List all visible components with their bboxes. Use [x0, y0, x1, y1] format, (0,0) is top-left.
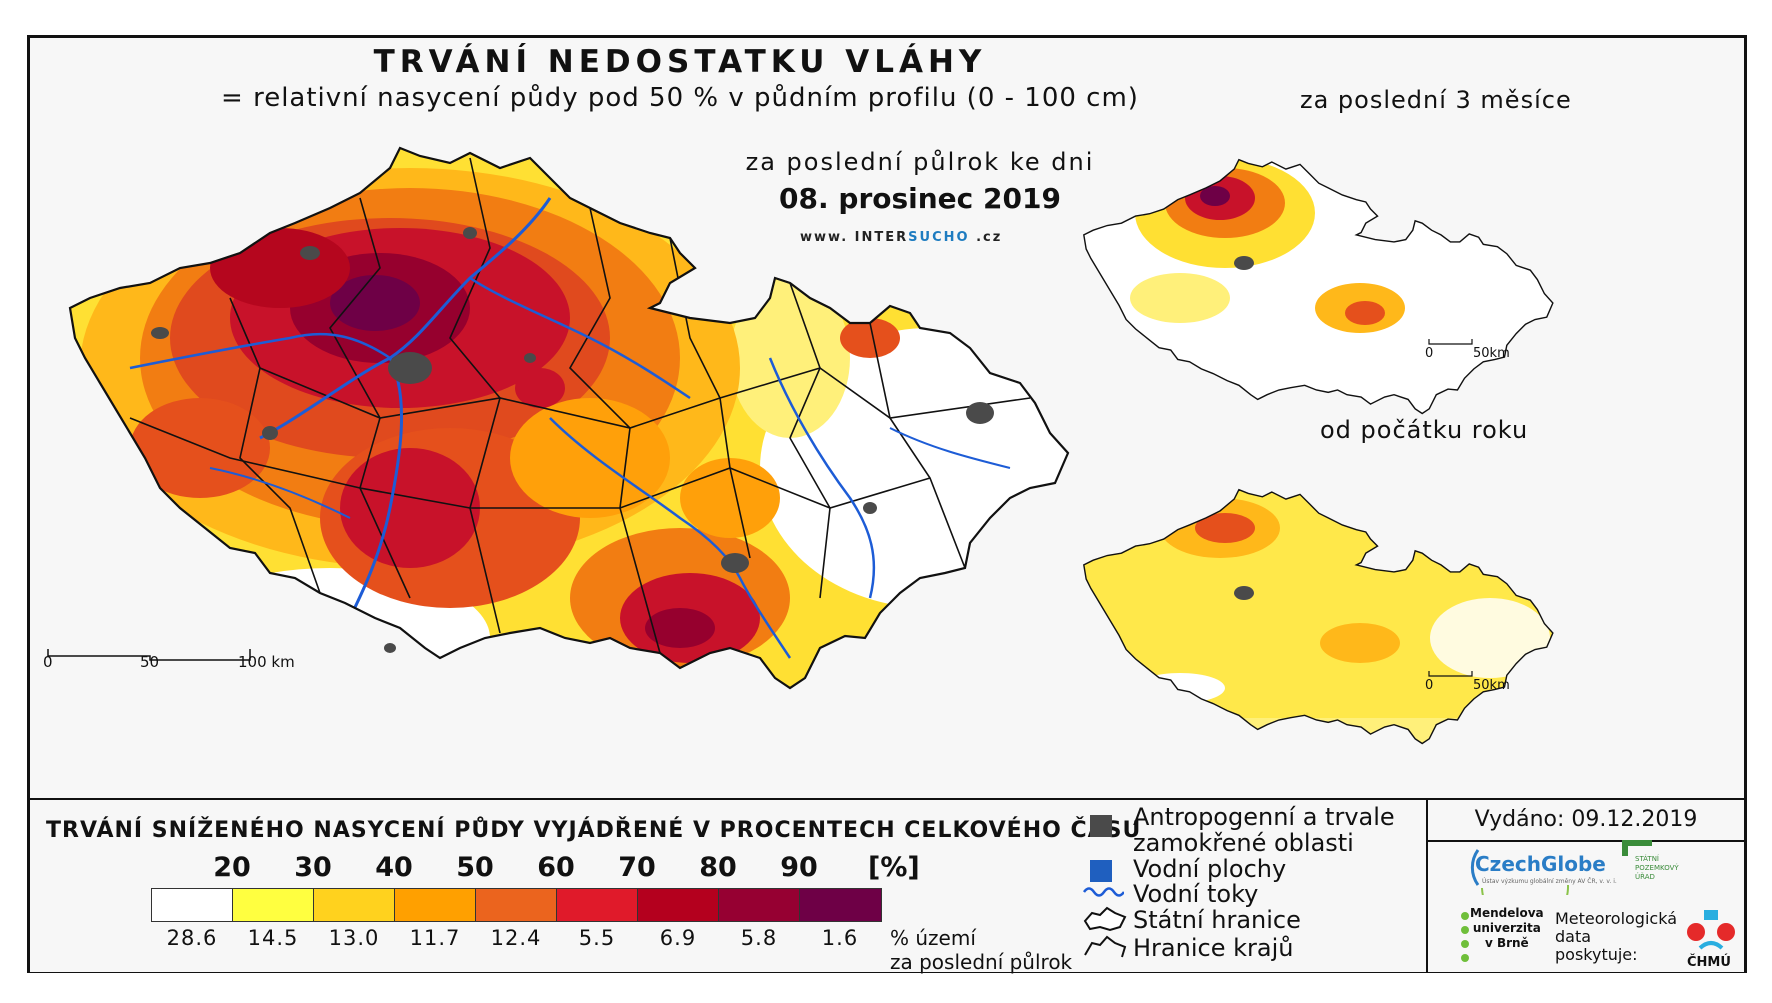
legend-threshold-50: 50	[456, 852, 494, 883]
inset-year-map	[1083, 488, 1554, 745]
key-anthropogenic: Antropogenní a trvale zamokřené oblasti	[1133, 804, 1395, 856]
inset-year-scale-end: 50km	[1473, 678, 1510, 693]
legend-swatch-7	[638, 889, 719, 921]
website-name-b: SUCHO	[908, 230, 970, 245]
legend-panel: TRVÁNÍ SNÍŽENÉHO NASYCENÍ PŮDY VYJÁDŘENÉ…	[30, 798, 1744, 974]
date-label: 08. prosinec 2019	[779, 182, 1061, 215]
website-name-a: INTER	[854, 230, 909, 245]
anthropogenic-swatch	[1090, 815, 1112, 837]
inset-year-scale-zero: 0	[1425, 678, 1434, 693]
legend-threshold-20: 20	[213, 852, 251, 883]
legend-area-4: 11.7	[409, 926, 461, 950]
legend-area-1: 28.6	[166, 926, 218, 950]
legend-threshold-30: 30	[294, 852, 332, 883]
spu-name-1: STÁTNÍ	[1635, 855, 1659, 863]
legend-area-7: 6.9	[659, 926, 697, 950]
inset-3-months-title: za poslední 3 měsíce	[1300, 86, 1572, 114]
legend-swatch-4	[395, 889, 476, 921]
state-border-icon	[1083, 906, 1127, 932]
issued-date: Vydáno: 09.12.2019	[1428, 800, 1744, 842]
meteo-credit-1: Meteorologická	[1555, 909, 1677, 928]
key-state-border: Státní hranice	[1133, 906, 1301, 934]
urban-areas	[151, 227, 994, 653]
spu-name: STÁTNÍ POZEMKOVÝ ÚŘAD	[1635, 855, 1679, 882]
water-body-swatch	[1090, 860, 1112, 882]
inset-3-months-map	[1083, 158, 1554, 415]
czechglobe-name: CzechGlobe	[1475, 852, 1606, 876]
key-region-border: Hranice krajů	[1133, 934, 1294, 962]
main-title: TRVÁNÍ NEDOSTATKU VLÁHY	[373, 44, 987, 80]
main-scale-bar	[47, 649, 251, 661]
legend-threshold-40: 40	[375, 852, 413, 883]
main-scale-end: 100 km	[238, 653, 295, 671]
legend-color-bar	[151, 888, 882, 922]
inset-3-months-scale	[1428, 339, 1473, 345]
legend-area-8: 5.8	[740, 926, 778, 950]
region-border-icon	[1084, 935, 1127, 958]
legend-area-2: 14.5	[247, 926, 299, 950]
chmu-logo-icon	[1687, 910, 1735, 950]
legend-area-9: 1.6	[821, 926, 859, 950]
key-anthropogenic-1: Antropogenní a trvale	[1133, 803, 1395, 831]
legend-area-caption-2: za poslední půlrok	[890, 950, 1073, 974]
meteo-credit: Meteorologická data poskytuje:	[1555, 910, 1677, 964]
legend-swatch-5	[476, 889, 557, 921]
legend-area-3: 13.0	[328, 926, 380, 950]
maps-canvas	[47, 146, 1554, 745]
inset-year-scale	[1428, 671, 1473, 677]
inset-3-months-scale-zero: 0	[1425, 346, 1434, 361]
meteo-credit-3: poskytuje:	[1555, 945, 1638, 964]
legend-swatch-2	[233, 889, 314, 921]
spu-name-2: POZEMKOVÝ	[1635, 864, 1679, 872]
legend-swatch-6	[557, 889, 638, 921]
legend-title: TRVÁNÍ SNÍŽENÉHO NASYCENÍ PŮDY VYJÁDŘENÉ…	[46, 818, 1142, 843]
mendel-name-1: Mendelova	[1470, 906, 1544, 920]
mendel-name: Mendelova univerzita v Brně	[1470, 906, 1544, 951]
key-rivers: Vodní toky	[1133, 880, 1259, 908]
spu-logo-icon	[1622, 840, 1652, 856]
main-scale-zero: 0	[43, 653, 53, 671]
legend-threshold-70: 70	[618, 852, 656, 883]
inset-year-title: od počátku roku	[1320, 416, 1529, 444]
main-map	[68, 146, 1070, 690]
website-prefix: www.	[800, 230, 849, 245]
legend-divider	[1426, 800, 1428, 972]
czechglobe-subtitle: Ústav výzkumu globální změny AV ČR, v. v…	[1482, 878, 1617, 885]
legend-area-6: 5.5	[578, 926, 616, 950]
legend-area-caption-1: % území	[890, 926, 976, 950]
czechglobe-logo-icon	[1470, 849, 1570, 895]
legend-unit: [%]	[868, 852, 920, 883]
legend-swatch-1	[152, 889, 233, 921]
spu-name-3: ÚŘAD	[1635, 873, 1655, 881]
period-label: za poslední půlrok ke dni	[745, 148, 1095, 176]
main-subtitle: = relativní nasycení půdy pod 50 % v půd…	[221, 83, 1139, 113]
mendel-name-2: univerzita	[1472, 921, 1541, 935]
river-line-icon	[1082, 887, 1124, 897]
main-scale-mid: 50	[140, 653, 160, 671]
key-water-bodies: Vodní plochy	[1133, 855, 1287, 883]
legend-swatch-3	[314, 889, 395, 921]
legend-threshold-80: 80	[699, 852, 737, 883]
meteo-credit-2: data	[1555, 927, 1592, 946]
legend-swatch-9	[800, 889, 881, 921]
map-frame: TRVÁNÍ NEDOSTATKU VLÁHY = relativní nasy…	[27, 35, 1747, 974]
legend-threshold-60: 60	[537, 852, 575, 883]
chmu-name: ČHMÚ	[1687, 955, 1731, 970]
legend-swatch-8	[719, 889, 800, 921]
legend-area-caption: % území za poslední půlrok	[890, 926, 1072, 974]
key-anthropogenic-2: zamokřené oblasti	[1133, 829, 1354, 857]
inset-3-months-scale-end: 50km	[1473, 346, 1510, 361]
mendel-name-3: v Brně	[1484, 936, 1529, 950]
mendel-logo-icon	[1461, 912, 1469, 962]
website-suffix: .cz	[976, 230, 1003, 245]
website-label: www. INTERSUCHO .cz	[800, 230, 1002, 245]
legend-area-5: 12.4	[490, 926, 542, 950]
legend-threshold-90: 90	[780, 852, 818, 883]
